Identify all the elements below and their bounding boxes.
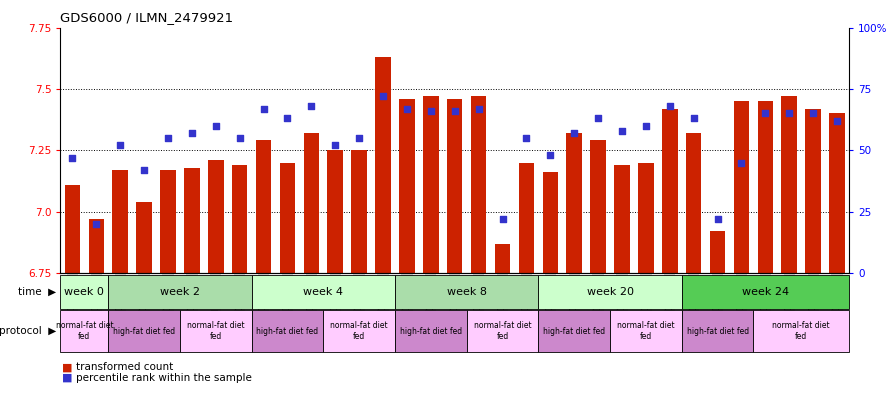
Text: GDS6000 / ILMN_2479921: GDS6000 / ILMN_2479921 xyxy=(60,11,234,24)
Point xyxy=(209,123,223,129)
Text: percentile rank within the sample: percentile rank within the sample xyxy=(76,373,252,383)
Text: transformed count: transformed count xyxy=(76,362,173,373)
Bar xyxy=(447,99,462,273)
Bar xyxy=(757,101,773,273)
Point xyxy=(256,105,270,112)
Point xyxy=(758,110,773,117)
Bar xyxy=(495,244,510,273)
Text: normal-fat diet
fed: normal-fat diet fed xyxy=(617,321,675,341)
Bar xyxy=(256,140,271,273)
Bar xyxy=(112,170,128,273)
Bar xyxy=(471,96,486,273)
Bar xyxy=(303,133,319,273)
Text: week 24: week 24 xyxy=(741,287,789,297)
Bar xyxy=(542,173,558,273)
Text: ■: ■ xyxy=(62,362,73,373)
Point xyxy=(806,110,821,117)
Point xyxy=(233,135,247,141)
Text: week 0: week 0 xyxy=(64,287,104,297)
Bar xyxy=(566,133,582,273)
Point xyxy=(161,135,175,141)
Text: high-fat diet fed: high-fat diet fed xyxy=(400,327,462,336)
Bar xyxy=(518,163,534,273)
Text: high-fat diet fed: high-fat diet fed xyxy=(113,327,175,336)
Bar xyxy=(65,185,80,273)
Point xyxy=(591,115,605,121)
Point xyxy=(89,221,103,227)
Text: normal-fat diet
fed: normal-fat diet fed xyxy=(331,321,388,341)
Bar xyxy=(327,150,343,273)
Text: time  ▶: time ▶ xyxy=(18,287,56,297)
Point xyxy=(830,118,845,124)
Bar xyxy=(781,96,797,273)
Point xyxy=(686,115,701,121)
Text: week 20: week 20 xyxy=(587,287,634,297)
Point xyxy=(734,160,749,166)
Bar xyxy=(733,101,749,273)
Text: high-fat diet fed: high-fat diet fed xyxy=(543,327,605,336)
Point xyxy=(400,105,414,112)
Bar xyxy=(829,114,845,273)
Point xyxy=(352,135,366,141)
Point xyxy=(328,142,342,149)
Bar xyxy=(638,163,653,273)
Bar xyxy=(709,231,725,273)
Text: week 2: week 2 xyxy=(160,287,200,297)
Point xyxy=(185,130,199,136)
Point xyxy=(615,127,629,134)
Bar xyxy=(208,160,223,273)
Text: ■: ■ xyxy=(62,373,73,383)
Point xyxy=(782,110,797,117)
Point xyxy=(543,152,557,158)
Point xyxy=(639,123,653,129)
Bar xyxy=(805,108,821,273)
Point xyxy=(471,105,485,112)
Point xyxy=(304,103,318,109)
Bar xyxy=(686,133,701,273)
Text: normal-fat diet
fed: normal-fat diet fed xyxy=(55,321,113,341)
Point xyxy=(567,130,581,136)
Point xyxy=(662,103,677,109)
Text: high-fat diet fed: high-fat diet fed xyxy=(256,327,318,336)
Bar xyxy=(662,108,677,273)
Bar xyxy=(232,165,247,273)
Bar xyxy=(136,202,152,273)
Text: week 4: week 4 xyxy=(303,287,343,297)
Point xyxy=(519,135,533,141)
Text: normal-fat diet
fed: normal-fat diet fed xyxy=(773,321,830,341)
Bar xyxy=(590,140,606,273)
Text: high-fat diet fed: high-fat diet fed xyxy=(686,327,749,336)
Bar xyxy=(375,57,391,273)
Point xyxy=(448,108,462,114)
Bar xyxy=(614,165,629,273)
Bar xyxy=(89,219,104,273)
Text: week 8: week 8 xyxy=(446,287,486,297)
Point xyxy=(710,216,725,222)
Point xyxy=(113,142,127,149)
Bar xyxy=(160,170,176,273)
Bar xyxy=(184,167,200,273)
Bar xyxy=(399,99,414,273)
Bar xyxy=(423,96,438,273)
Text: protocol  ▶: protocol ▶ xyxy=(0,326,56,336)
Bar xyxy=(280,163,295,273)
Point xyxy=(424,108,438,114)
Text: normal-fat diet
fed: normal-fat diet fed xyxy=(187,321,244,341)
Text: normal-fat diet
fed: normal-fat diet fed xyxy=(474,321,532,341)
Point xyxy=(280,115,294,121)
Point xyxy=(137,167,151,173)
Point xyxy=(65,154,79,161)
Bar xyxy=(351,150,367,273)
Point xyxy=(495,216,509,222)
Point xyxy=(376,93,390,99)
